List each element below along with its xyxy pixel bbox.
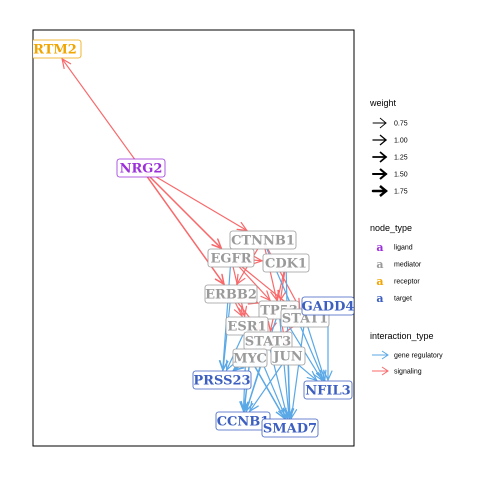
legend-interaction-type-item: signaling xyxy=(372,366,422,376)
legend-node-type-item: a target xyxy=(376,292,412,305)
legend-weight-item: 1.75 xyxy=(371,185,408,197)
legend-interaction-type-label: signaling xyxy=(394,369,422,376)
node-smad7: SMAD7 xyxy=(261,418,319,438)
node-myc: MYC xyxy=(232,348,268,368)
edge-EGFR-TP53 xyxy=(235,262,272,302)
edge-EGFR-PRSS23 xyxy=(218,262,232,372)
legend-weight: weight 0.75 1.00 1.25 1.50 1.75 xyxy=(369,98,408,197)
node-esr1: ESR1 xyxy=(225,316,269,336)
node-erbb2: ERBB2 xyxy=(204,284,258,304)
legend-weight-item: 0.75 xyxy=(372,117,408,129)
node-label: ESR1 xyxy=(227,320,266,335)
node-label: STAT3 xyxy=(245,335,291,350)
node-jun: JUN xyxy=(270,346,306,366)
legend-interaction-type-item: gene regulatory xyxy=(372,350,443,360)
legend-key-glyph: a xyxy=(376,292,383,305)
legend-weight-label: 1.00 xyxy=(394,138,408,145)
legend-interaction-type-label: gene regulatory xyxy=(394,353,443,360)
node-nrg2: NRG2 xyxy=(116,158,166,178)
edge-NRG2-CTNNB1 xyxy=(149,172,249,232)
node-stat3: STAT3 xyxy=(243,331,293,351)
node-label: MYC xyxy=(233,352,267,367)
legend-weight-label: 1.75 xyxy=(394,189,408,196)
node-label: CCNB1 xyxy=(217,415,270,430)
node-egfr: EGFR xyxy=(207,248,255,268)
legend-weight-label: 1.25 xyxy=(394,155,408,162)
node-rtm2: RTM2 xyxy=(33,39,82,59)
legend-node-type-item: a mediator xyxy=(376,258,421,271)
legend-node-type-label: ligand xyxy=(394,245,413,252)
legend-weight-label: 1.50 xyxy=(394,172,408,179)
node-label: JUN xyxy=(272,350,302,365)
node-label: RTM2 xyxy=(33,43,77,58)
node-ccnb1: CCNB1 xyxy=(215,411,271,431)
legend-node-type-label: mediator xyxy=(394,262,422,269)
legend-node-type-label: target xyxy=(394,296,412,303)
legend-key-glyph: a xyxy=(376,275,383,288)
legend-weight-item: 1.00 xyxy=(372,134,408,146)
node-label: CTNNB1 xyxy=(231,234,295,249)
node-label: NFIL3 xyxy=(305,384,350,399)
node-label: PRSS23 xyxy=(193,374,250,389)
legend-node-type-item: a receptor xyxy=(376,275,420,288)
legend-node-type-item: a ligand xyxy=(376,241,412,254)
node-cdk1: CDK1 xyxy=(262,253,310,273)
legend-key-glyph: a xyxy=(376,258,383,271)
node-label: CDK1 xyxy=(265,257,307,272)
legend-key-glyph: a xyxy=(376,241,383,254)
node-label: NRG2 xyxy=(120,162,163,177)
edge-NRG2-EGFR xyxy=(145,172,223,250)
node-nfil3: NFIL3 xyxy=(303,380,353,400)
node-prss23: PRSS23 xyxy=(192,370,252,390)
legend-weight-item: 1.25 xyxy=(372,151,408,163)
legend-interaction-type-title: interaction_type xyxy=(370,331,434,341)
legend-weight-label: 0.75 xyxy=(394,121,408,128)
node-label: SMAD7 xyxy=(263,422,317,437)
node-gadd4: GADD4 xyxy=(301,296,355,316)
legend-node-type-label: receptor xyxy=(394,279,420,286)
node-label: ERBB2 xyxy=(205,288,257,303)
legend-node-type-title: node_type xyxy=(370,223,412,233)
node-label: EGFR xyxy=(210,252,251,267)
legend-weight-title: weight xyxy=(369,98,397,108)
node-ctnnb1: CTNNB1 xyxy=(229,230,297,250)
edge-NRG2-RTM2 xyxy=(61,57,138,164)
node-label: GADD4 xyxy=(302,300,355,315)
legend-weight-item: 1.50 xyxy=(371,168,408,180)
